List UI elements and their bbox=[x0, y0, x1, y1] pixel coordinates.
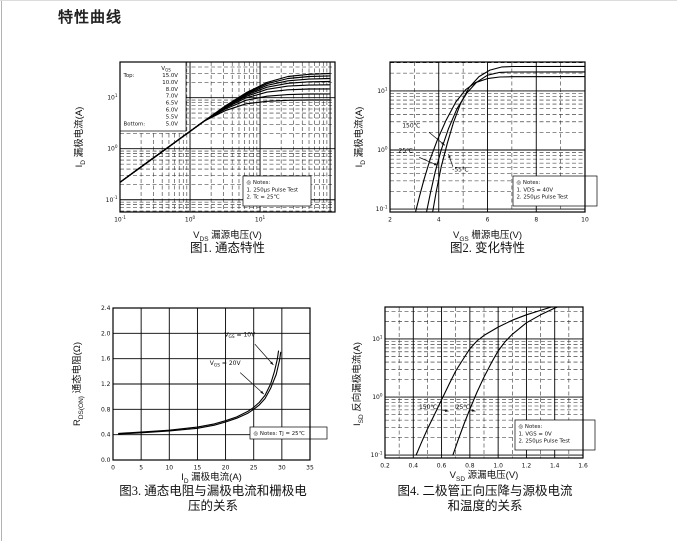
svg-text:101: 101 bbox=[372, 334, 383, 343]
svg-text:1.6: 1.6 bbox=[578, 463, 588, 470]
svg-text:8.0V: 8.0V bbox=[166, 87, 179, 93]
fig1-x-label-symbol: V bbox=[193, 230, 200, 241]
svg-text:6.0V: 6.0V bbox=[166, 108, 179, 114]
svg-text:101: 101 bbox=[107, 93, 118, 102]
svg-text:100: 100 bbox=[185, 215, 196, 224]
svg-text:0.0: 0.0 bbox=[101, 457, 111, 464]
fig1-x-label-subscript: DS bbox=[199, 235, 209, 243]
svg-text:150℃: 150℃ bbox=[419, 404, 437, 411]
svg-text:2. 250μs Pulse Test: 2. 250μs Pulse Test bbox=[519, 439, 571, 445]
svg-text:15: 15 bbox=[194, 465, 202, 472]
svg-text:100: 100 bbox=[107, 144, 118, 153]
fig2-transfer-characteristics-chart: 150℃ 25℃ -55℃ ◎ Notes:1. VDS = 40V 2. 250μs … bbox=[376, 61, 598, 224]
fig2-x-label-text: 栅源电压(V) bbox=[468, 230, 523, 241]
svg-text:10: 10 bbox=[165, 465, 173, 472]
svg-text:VGS = 20V: VGS = 20V bbox=[210, 360, 242, 369]
svg-text:0.8: 0.8 bbox=[101, 406, 111, 413]
svg-text:25℃: 25℃ bbox=[399, 148, 414, 155]
page-title: 特性曲线 bbox=[58, 10, 123, 26]
svg-text:1.4: 1.4 bbox=[550, 463, 560, 470]
svg-text:◎ Notes:: ◎ Notes: bbox=[519, 424, 543, 430]
page-left-edge bbox=[1, 0, 2, 541]
fig2-x-axis-label: VGS 栅源电压(V) bbox=[390, 227, 585, 243]
svg-text:35: 35 bbox=[306, 465, 314, 472]
svg-text:10: 10 bbox=[581, 217, 589, 224]
svg-text:1.0: 1.0 bbox=[493, 463, 503, 470]
svg-text:20: 20 bbox=[222, 465, 230, 472]
fig1-output-characteristics-chart: ◎ Notes:1. 250μs Pulse Test 2. Tc = 25℃ VG… bbox=[106, 61, 336, 224]
svg-text:Bottom:: Bottom: bbox=[124, 121, 146, 127]
svg-text:101: 101 bbox=[377, 86, 388, 95]
svg-text:Top:: Top: bbox=[123, 73, 135, 79]
svg-text:5: 5 bbox=[139, 465, 143, 472]
svg-text:1. 250μs Pulse Test: 1. 250μs Pulse Test bbox=[247, 187, 299, 193]
svg-text:10-1: 10-1 bbox=[376, 205, 388, 214]
svg-text:100: 100 bbox=[377, 145, 388, 154]
svg-text:-55℃: -55℃ bbox=[452, 167, 469, 174]
svg-text:7.0V: 7.0V bbox=[166, 94, 179, 100]
svg-text:5.5V: 5.5V bbox=[166, 114, 179, 120]
svg-text:0: 0 bbox=[111, 465, 115, 472]
svg-text:150℃: 150℃ bbox=[402, 123, 420, 130]
svg-text:8: 8 bbox=[534, 217, 538, 224]
svg-text:25℃: 25℃ bbox=[456, 404, 471, 411]
svg-text:15.0V: 15.0V bbox=[162, 73, 178, 79]
svg-text:2. 250μs Pulse Test: 2. 250μs Pulse Test bbox=[517, 195, 569, 201]
svg-text:30: 30 bbox=[278, 465, 286, 472]
fig3-x-label-symbol: I bbox=[181, 472, 184, 483]
svg-text:◎ Notes:: ◎ Notes: bbox=[517, 180, 541, 186]
svg-text:10.0V: 10.0V bbox=[162, 80, 178, 86]
svg-text:1.6: 1.6 bbox=[101, 356, 111, 363]
fig1-caption: 图1. 通态特性 bbox=[189, 241, 265, 255]
svg-text:VGS = 10V: VGS = 10V bbox=[224, 332, 256, 341]
fig1-x-axis-label: VDS 漏源电压(V) bbox=[120, 227, 335, 243]
svg-text:2. Tc = 25℃: 2. Tc = 25℃ bbox=[247, 195, 280, 201]
svg-text:2: 2 bbox=[388, 217, 392, 224]
fig4-x-label-subscript: SD bbox=[456, 475, 466, 483]
fig3-x-axis-label: ID 漏极电流(A) bbox=[113, 469, 310, 485]
svg-text:101: 101 bbox=[255, 215, 266, 224]
svg-text:25: 25 bbox=[250, 465, 258, 472]
fig4-x-label-symbol: V bbox=[449, 470, 456, 481]
fig3-rdson-vs-current-chart: VGS = 10V VGS = 20V ◎ Notes: Tj = 25℃ 0 5 10 1… bbox=[101, 305, 328, 472]
fig4-caption: 图4. 二极管正向压降与源极电流和温度的关系 bbox=[397, 484, 573, 514]
svg-text:6.5V: 6.5V bbox=[166, 101, 179, 107]
svg-text:1. VGS = 0V: 1. VGS = 0V bbox=[519, 431, 553, 437]
svg-text:10-1: 10-1 bbox=[371, 451, 383, 460]
fig3-x-label-subscript: D bbox=[183, 477, 189, 485]
svg-text:6: 6 bbox=[486, 217, 490, 224]
svg-text:100: 100 bbox=[372, 392, 383, 401]
svg-text:◎ Notes:: ◎ Notes: bbox=[247, 180, 271, 186]
svg-text:2.0: 2.0 bbox=[101, 330, 111, 337]
svg-text:10-1: 10-1 bbox=[106, 195, 118, 204]
svg-text:◎ Notes: Tj = 25℃: ◎ Notes: Tj = 25℃ bbox=[254, 431, 305, 437]
fig3-x-label-text: 漏极电流(A) bbox=[188, 472, 242, 483]
svg-text:1.2: 1.2 bbox=[101, 381, 111, 388]
fig1-x-label-text: 漏源电压(V) bbox=[208, 230, 262, 241]
fig2-x-label-symbol: V bbox=[452, 230, 460, 241]
svg-text:0.4: 0.4 bbox=[409, 463, 419, 470]
svg-text:4: 4 bbox=[437, 217, 441, 224]
svg-text:1.2: 1.2 bbox=[522, 463, 532, 470]
svg-text:10-1: 10-1 bbox=[114, 215, 126, 224]
svg-text:0.2: 0.2 bbox=[380, 463, 390, 470]
fig4-x-label-text: 源漏电压(V) bbox=[465, 470, 519, 481]
svg-text:0.8: 0.8 bbox=[465, 463, 475, 470]
fig4-x-axis-label: VSD 源漏电压(V) bbox=[385, 467, 583, 483]
svg-text:5.0V: 5.0V bbox=[166, 121, 179, 127]
svg-text:2.4: 2.4 bbox=[101, 305, 111, 312]
svg-text:0.6: 0.6 bbox=[437, 463, 447, 470]
svg-text:0.4: 0.4 bbox=[101, 432, 111, 439]
page-top-edge bbox=[0, 0, 677, 1]
fig2-caption: 图2. 变化特性 bbox=[449, 241, 525, 255]
fig3-caption: 图3. 通态电阻与漏极电流和栅极电压的关系 bbox=[119, 484, 307, 514]
svg-text:1. VDS = 40V: 1. VDS = 40V bbox=[517, 187, 554, 193]
fig4-diode-forward-drop-chart: 150℃ 25℃ ◎ Notes:1. VGS = 0V 2. 250μs Pulse… bbox=[371, 306, 596, 470]
fig2-x-label-subscript: GS bbox=[459, 235, 469, 243]
svg-text:VGS: VGS bbox=[161, 66, 171, 72]
